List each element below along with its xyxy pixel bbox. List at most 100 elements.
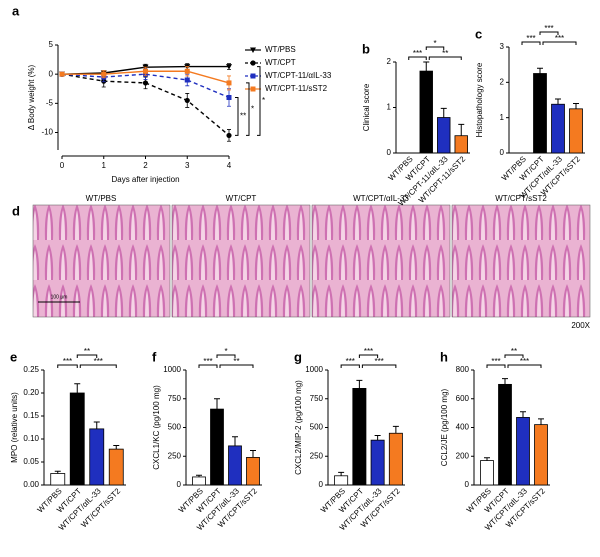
y-tick-label: 0: [49, 69, 54, 78]
bar: [569, 108, 583, 154]
error-bar: [520, 411, 526, 418]
scale-bar-label: 100 μm: [51, 294, 68, 300]
significance-bracket: [425, 46, 445, 50]
y-tick-label: 250: [310, 451, 324, 460]
data-point: [59, 71, 65, 77]
error-bar: [74, 383, 81, 393]
y-tick-label: -10: [41, 128, 53, 137]
significance-bracket: [219, 364, 254, 368]
y-tick-label: 2: [500, 77, 505, 86]
x-tick-label: 0: [60, 161, 65, 170]
significance-bracket: [504, 354, 524, 358]
y-tick-label: 1: [500, 113, 505, 122]
y-tick-label: 0.15: [23, 411, 39, 420]
panel-letter: h: [440, 349, 448, 364]
x-tick-label: 2: [143, 161, 148, 170]
legend-label: WT/CPT-11/αIL-33: [265, 71, 332, 80]
significance-bracket: [358, 354, 379, 358]
significance-bracket: [486, 364, 506, 368]
bar: [551, 103, 565, 154]
legend-label: WT/PBS: [265, 45, 296, 54]
significance-bracket: [539, 31, 559, 35]
y-tick-label: 0: [500, 148, 505, 157]
significance-bracket: [235, 97, 239, 136]
error-bar: [555, 98, 561, 105]
significance-label: ***: [520, 357, 529, 366]
legend-marker: [250, 47, 256, 53]
error-bar: [214, 398, 220, 410]
y-tick-label: 750: [310, 394, 324, 403]
error-bar: [538, 418, 544, 425]
significance-bracket: [542, 41, 577, 45]
micrograph: [451, 204, 591, 318]
significance-bracket: [428, 56, 462, 60]
error-bar: [113, 444, 120, 450]
y-tick-label: 750: [168, 394, 182, 403]
significance-bracket: [521, 41, 541, 45]
series-line: [61, 73, 230, 99]
y-tick-label: 2: [387, 57, 392, 66]
significance-label: *: [433, 39, 436, 48]
x-tick-label: 3: [185, 161, 190, 170]
bar: [388, 432, 403, 486]
significance-label: **: [511, 347, 517, 356]
bar: [419, 70, 433, 154]
magnification: 200X: [571, 321, 590, 330]
y-tick-label: 500: [310, 423, 324, 432]
y-tick-label: 0.10: [23, 434, 39, 443]
legend-marker: [250, 60, 256, 66]
error-bar: [458, 123, 465, 136]
error-bar: [423, 61, 430, 72]
panel-letter: f: [152, 349, 157, 364]
y-tick-label: 800: [456, 365, 470, 374]
error-bar: [440, 107, 447, 118]
bar: [192, 476, 206, 486]
significance-bracket: [361, 364, 397, 368]
y-tick-label: 0: [319, 480, 324, 489]
significance-label: ***: [346, 357, 355, 366]
data-point: [184, 97, 190, 104]
data-point: [226, 95, 232, 100]
y-tick-label: 250: [168, 451, 182, 460]
legend-label: WT/CPT: [265, 58, 296, 67]
y-tick-label: 0.20: [23, 388, 39, 397]
error-bar: [484, 457, 490, 461]
significance-label: **: [240, 112, 246, 121]
micrograph: [171, 204, 311, 318]
y-tick-label: 1000: [163, 365, 181, 374]
y-tick-label: 200: [456, 451, 470, 460]
y-axis-label: MPO (relative units): [10, 392, 19, 463]
significance-label: ***: [413, 49, 422, 58]
significance-bracket: [76, 354, 98, 358]
micrograph-label: WT/CPT/sST2: [495, 194, 547, 203]
y-tick-label: 0.00: [23, 480, 39, 489]
y-tick-label: 500: [168, 423, 182, 432]
error-bar: [232, 436, 238, 446]
significance-bracket: [79, 364, 117, 368]
error-bar: [392, 425, 399, 434]
significance-bracket: [340, 364, 360, 368]
significance-label: ***: [94, 357, 103, 366]
bar: [480, 460, 494, 486]
bar: [516, 417, 530, 486]
bar: [437, 117, 451, 154]
bar: [498, 383, 512, 486]
significance-label: **: [233, 357, 239, 366]
bar: [370, 439, 385, 486]
data-point: [184, 77, 190, 83]
panel-letter: c: [475, 26, 482, 41]
micrograph-label: WT/CPT/αIL-33: [353, 194, 409, 203]
y-axis-label: Clinical score: [362, 83, 371, 131]
panel-letter: b: [362, 41, 370, 56]
y-tick-label: -5: [46, 98, 54, 107]
bar: [246, 456, 260, 486]
significance-bracket: [216, 354, 236, 358]
y-tick-label: 0: [387, 148, 392, 157]
bar: [50, 473, 66, 486]
bar: [534, 424, 548, 486]
significance-label: **: [84, 347, 90, 356]
significance-bracket: [246, 82, 250, 136]
micrograph: [311, 204, 451, 318]
error-bar: [537, 67, 543, 74]
data-point: [184, 68, 190, 74]
